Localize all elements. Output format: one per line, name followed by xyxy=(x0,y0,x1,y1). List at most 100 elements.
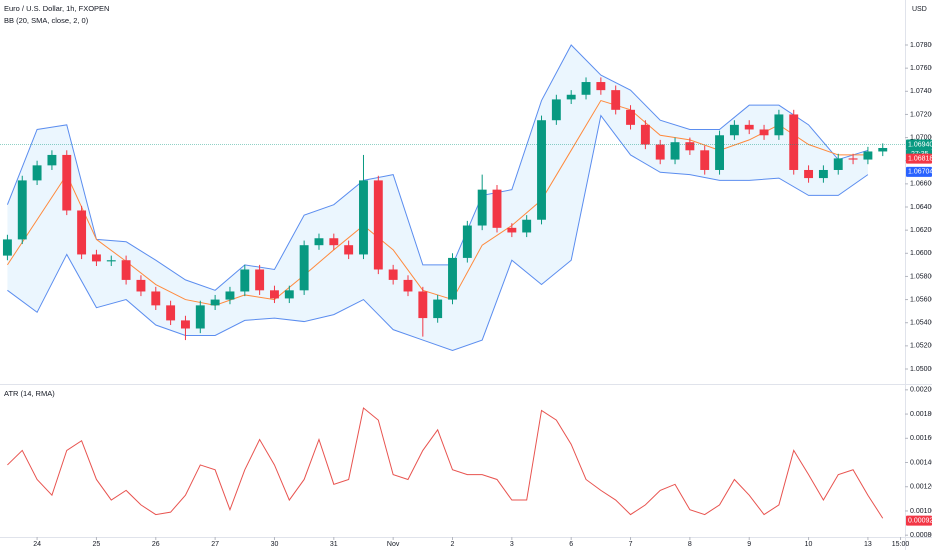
candle-body xyxy=(804,169,814,179)
chart-title: Euro / U.S. Dollar, 1h, FXOPEN xyxy=(4,4,109,13)
candle-body xyxy=(284,290,294,299)
candle-body xyxy=(403,279,413,292)
y-tick-label: 1.05800 xyxy=(910,273,932,280)
candle-body xyxy=(121,260,131,280)
x-tick-label: 30 xyxy=(271,541,279,548)
x-tick-label: 7 xyxy=(629,541,633,548)
candle-body xyxy=(106,260,116,262)
candle-body xyxy=(863,151,873,160)
y-tick-label: 1.07200 xyxy=(910,111,932,118)
price-label-box xyxy=(906,515,932,526)
candle-body xyxy=(77,210,87,255)
candle-body xyxy=(759,129,769,136)
candle-body xyxy=(715,135,724,170)
y-tick-label: 1.05000 xyxy=(910,366,932,373)
y-tick-label: 1.05600 xyxy=(910,296,932,303)
x-tick-label: 9 xyxy=(747,541,751,548)
y-tick-label: 1.05400 xyxy=(910,320,932,327)
candle-body xyxy=(596,82,606,91)
x-tick-label: 15:00 xyxy=(892,541,910,548)
price-label: 1.06940 xyxy=(908,141,932,148)
candle-body xyxy=(744,124,754,130)
candle-body xyxy=(818,169,828,179)
x-tick-label: Nov xyxy=(387,541,400,548)
x-tick-label: 27 xyxy=(211,541,219,548)
x-tick-label: 25 xyxy=(93,541,101,548)
x-tick-label: 31 xyxy=(330,541,338,548)
price-label-box xyxy=(906,153,932,164)
candle-body xyxy=(210,299,220,306)
x-tick-label: 8 xyxy=(688,541,692,548)
candle-body xyxy=(640,124,650,145)
y-tick-label: 1.07600 xyxy=(910,65,932,72)
axis-unit: USD xyxy=(912,6,927,13)
indicator-label: ATR (14, RMA) xyxy=(4,389,55,398)
candle-body xyxy=(551,99,561,121)
candle-body xyxy=(181,320,190,329)
candle-body xyxy=(700,150,710,170)
candle-body xyxy=(848,158,858,160)
y-tick-label: 1.07000 xyxy=(910,134,932,141)
candle-body xyxy=(2,239,12,256)
candle-body xyxy=(626,109,635,125)
candle-body xyxy=(195,305,205,329)
candle-body xyxy=(477,189,487,226)
candle-body xyxy=(47,154,57,166)
candle-body xyxy=(151,291,161,306)
candle-body xyxy=(448,257,457,300)
candle-body xyxy=(359,180,368,255)
candle-body xyxy=(373,180,383,270)
x-tick-label: 26 xyxy=(152,541,160,548)
y-tick-label: 1.06200 xyxy=(910,227,932,234)
x-tick-label: 24 xyxy=(33,541,41,548)
candle-body xyxy=(17,180,27,240)
x-tick-label: 3 xyxy=(510,541,514,548)
candle-body xyxy=(91,254,101,262)
series-line xyxy=(7,407,884,519)
y-tick-label: 1.05200 xyxy=(910,343,932,350)
y-tick-label: 0.00200 xyxy=(910,387,932,394)
candle-body xyxy=(581,82,591,95)
candle-body xyxy=(492,189,502,228)
x-tick-label: 2 xyxy=(451,541,455,548)
candle-body xyxy=(32,165,42,181)
candle-body xyxy=(418,291,428,319)
y-tick-label: 1.06000 xyxy=(910,250,932,257)
candle-body xyxy=(166,305,176,321)
price-label: 1.06704 xyxy=(908,169,932,176)
candle-body xyxy=(255,269,265,291)
candle-body xyxy=(566,94,576,100)
candle-body xyxy=(774,114,784,136)
candle-body xyxy=(136,279,146,292)
price-label: 0.00092 xyxy=(908,517,932,524)
candle-body xyxy=(833,158,843,170)
y-tick-label: 1.06600 xyxy=(910,181,932,188)
candle-body xyxy=(225,291,235,300)
candle-body xyxy=(344,245,354,255)
candle-body xyxy=(522,219,532,233)
candle-body xyxy=(507,227,517,233)
candle-body xyxy=(433,299,443,319)
price-label-box xyxy=(906,166,932,177)
x-tick-label: 10 xyxy=(805,541,813,548)
candle-body xyxy=(329,238,339,246)
candle-body xyxy=(299,245,309,291)
candle-body xyxy=(789,114,799,170)
candle-body xyxy=(655,144,665,160)
x-tick-label: 6 xyxy=(569,541,573,548)
x-tick-label: 13 xyxy=(864,541,872,548)
y-tick-label: 1.07400 xyxy=(910,88,932,95)
y-tick-label: 1.06400 xyxy=(910,204,932,211)
price-label-box xyxy=(906,139,932,150)
candle-body xyxy=(240,269,250,292)
series-line xyxy=(7,114,869,352)
candle-body xyxy=(685,142,695,151)
candle-body xyxy=(462,225,472,258)
series-line xyxy=(6,44,869,291)
indicator-label: BB (20, SMA, close, 2, 0) xyxy=(4,16,89,25)
candle-body xyxy=(878,147,888,152)
